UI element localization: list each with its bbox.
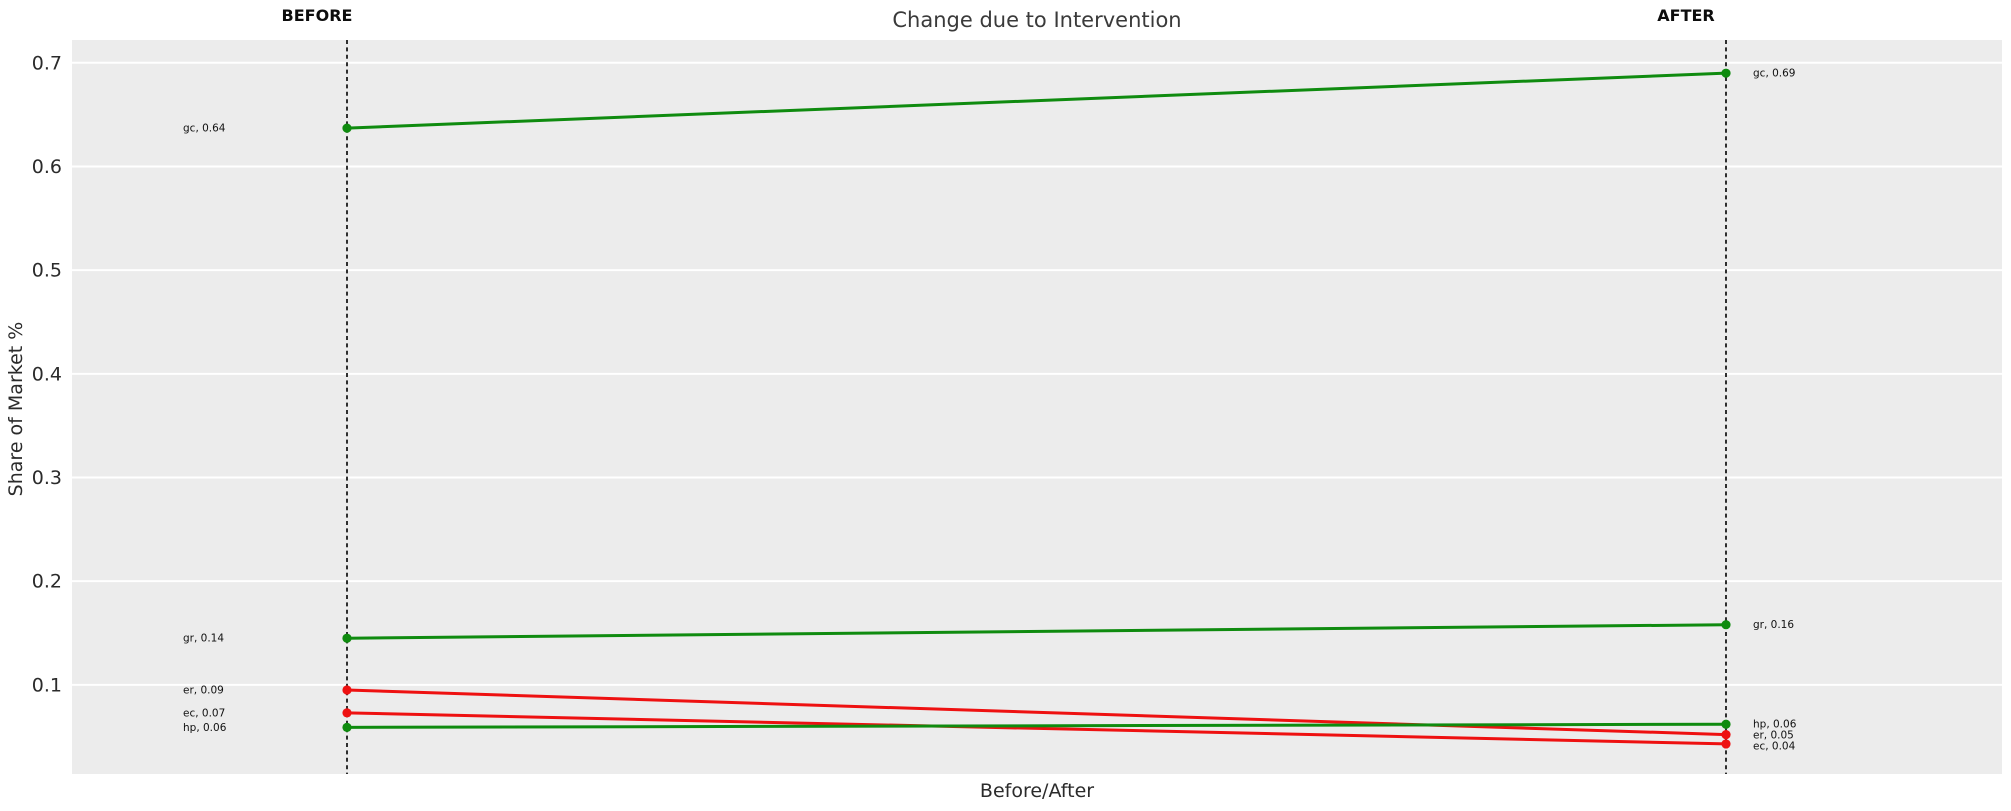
- plot-background: [72, 40, 2002, 774]
- y-tick-label: 0.5: [32, 260, 62, 282]
- point-label-ec-after: ec, 0.04: [1753, 741, 1796, 753]
- point-label-gr-after: gr, 0.16: [1753, 619, 1794, 631]
- point-label-gr-before: gr, 0.14: [183, 633, 224, 645]
- point-label-er-after: er, 0.05: [1753, 730, 1794, 742]
- point-ec-after: [1721, 739, 1731, 749]
- chart-title: Change due to Intervention: [892, 8, 1181, 32]
- y-axis-label: Share of Market %: [5, 322, 27, 497]
- point-ec-before: [342, 708, 352, 718]
- series-line-gr: [346, 623, 1727, 640]
- point-gr-before: [342, 633, 352, 643]
- point-label-hp-before: hp, 0.06: [183, 722, 227, 734]
- y-tick-label: 0.7: [32, 52, 62, 74]
- point-gr-after: [1721, 620, 1731, 630]
- point-er-before: [342, 685, 352, 695]
- point-label-ec-before: ec, 0.07: [183, 707, 225, 719]
- series-line-ec: [346, 711, 1727, 746]
- after-column-label: AFTER: [1657, 6, 1714, 25]
- point-hp-before: [342, 722, 352, 732]
- before-column-label: BEFORE: [282, 6, 353, 25]
- point-gc-before: [342, 123, 352, 133]
- point-er-after: [1721, 730, 1731, 740]
- series-line-hp: [346, 722, 1727, 729]
- point-label-gc-after: gc, 0.69: [1753, 68, 1796, 80]
- y-tick-label: 0.1: [32, 674, 62, 696]
- x-axis-label: Before/After: [980, 780, 1094, 802]
- y-tick-label: 0.2: [32, 571, 62, 593]
- y-tick-label: 0.6: [32, 156, 62, 178]
- y-tick-label: 0.3: [32, 467, 62, 489]
- point-label-gc-before: gc, 0.64: [183, 123, 226, 135]
- point-label-er-before: er, 0.09: [183, 685, 224, 697]
- y-tick-label: 0.4: [32, 363, 62, 385]
- point-gc-after: [1721, 68, 1731, 78]
- series-line-gc: [346, 71, 1727, 130]
- point-label-hp-after: hp, 0.06: [1753, 719, 1797, 731]
- plot-layer: 0.1 0.2 0.3 0.4 0.5 0.6 0.7 gc, 0.64 gr, 0.14 er,…: [32, 40, 2002, 774]
- series-line-er: [346, 688, 1727, 737]
- point-hp-after: [1721, 719, 1731, 729]
